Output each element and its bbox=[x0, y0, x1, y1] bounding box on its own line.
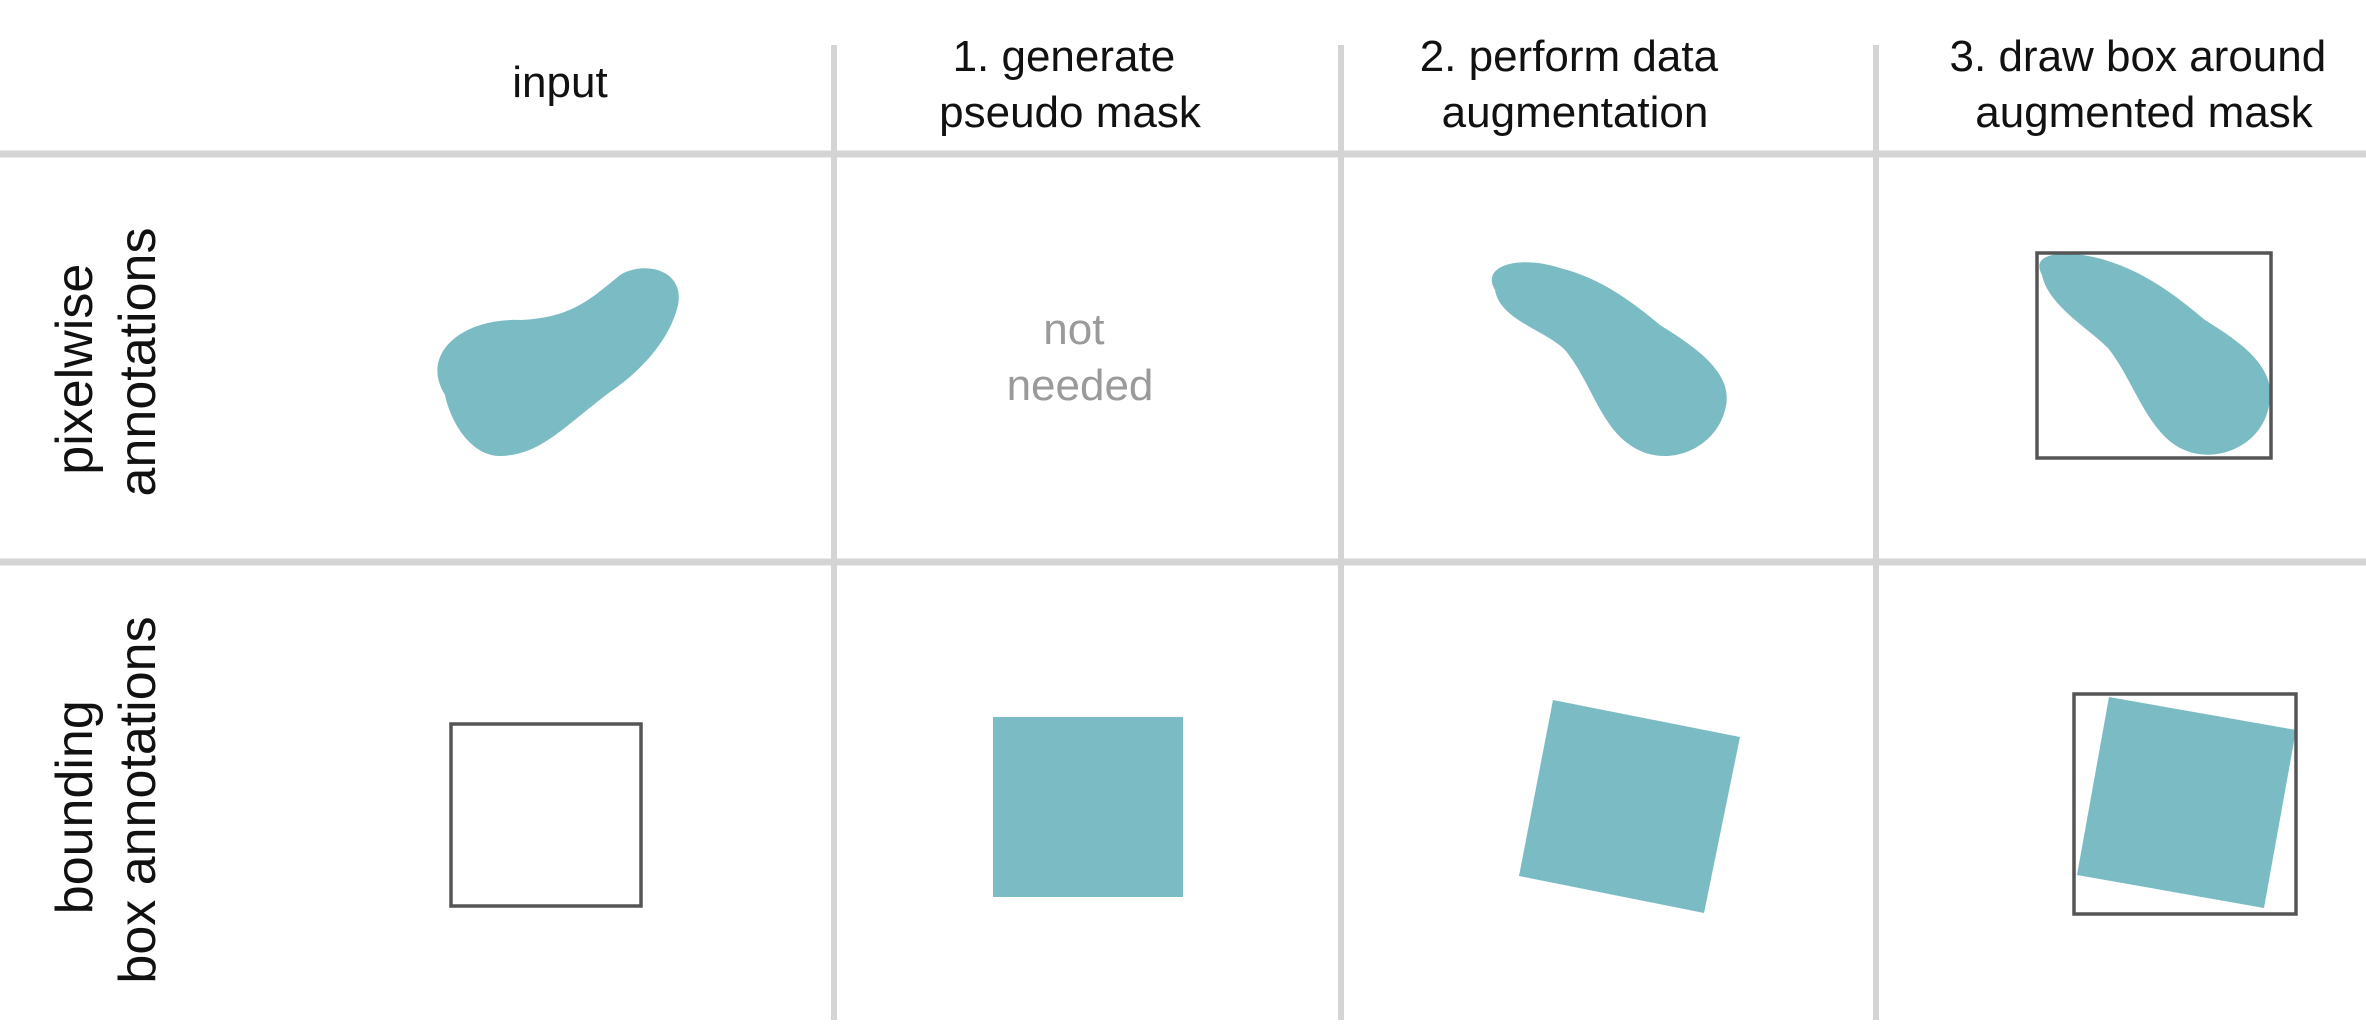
col-header-input: input bbox=[512, 58, 607, 107]
boxed-square-mask bbox=[2077, 697, 2296, 908]
col-header-draw-box: 3. draw box around augmented mask bbox=[1950, 32, 2339, 137]
derived-bounding-box-square bbox=[2072, 692, 2298, 916]
boxed-augmented-square bbox=[2072, 692, 2298, 916]
row-header-bbox: bounding box annotations bbox=[46, 616, 167, 983]
augmented-square bbox=[1519, 700, 1740, 913]
col-header-generate: 1. generate pseudo mask bbox=[939, 32, 1202, 137]
row-header-pixelwise-line-1: pixelwise bbox=[46, 264, 104, 475]
grid bbox=[0, 45, 2366, 1020]
row-header-pixelwise-line-2: annotations bbox=[109, 228, 167, 497]
col-header-generate-line-1: 1. generate bbox=[953, 32, 1176, 81]
derived-bounding-box bbox=[2035, 251, 2273, 460]
input-bounding-box bbox=[449, 722, 643, 908]
col-header-generate-line-2: pseudo mask bbox=[939, 88, 1202, 137]
not-needed-line-2: needed bbox=[1007, 361, 1154, 410]
row-header-pixelwise: pixelwise annotations bbox=[46, 228, 167, 497]
col-header-input-line-1: input bbox=[512, 58, 607, 107]
col-header-augment-line-2: augmentation bbox=[1442, 88, 1709, 137]
row-header-bbox-line-1: bounding bbox=[46, 700, 104, 914]
boxed-augmented-mask bbox=[2035, 251, 2273, 460]
not-needed-label: not needed bbox=[1007, 305, 1154, 410]
not-needed-line-1: not bbox=[1043, 305, 1104, 354]
input-mask-blob bbox=[437, 268, 679, 456]
col-header-augment-line-1: 2. perform data bbox=[1420, 32, 1719, 81]
row-header-bbox-line-2: box annotations bbox=[109, 616, 167, 983]
pseudo-mask-square bbox=[993, 717, 1183, 897]
col-header-draw-box-line-1: 3. draw box around bbox=[1950, 32, 2327, 81]
augmented-mask-blob bbox=[1491, 262, 1727, 457]
col-header-augment: 2. perform data augmentation bbox=[1420, 32, 1731, 137]
boxed-mask-blob bbox=[2039, 253, 2271, 455]
col-header-draw-box-line-2: augmented mask bbox=[1975, 88, 2314, 137]
